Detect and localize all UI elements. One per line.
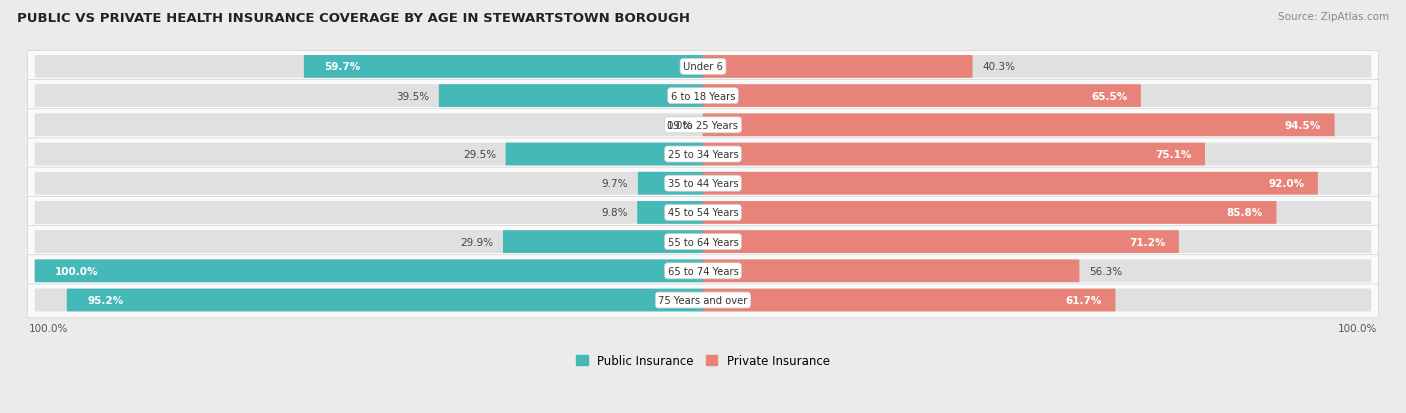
Text: 0.0%: 0.0% [666,121,693,131]
Text: 75 Years and over: 75 Years and over [658,295,748,305]
Text: 100.0%: 100.0% [1339,324,1378,334]
FancyBboxPatch shape [35,231,703,254]
Text: 9.8%: 9.8% [600,208,627,218]
FancyBboxPatch shape [27,284,1379,318]
FancyBboxPatch shape [703,289,1115,312]
FancyBboxPatch shape [703,114,1371,137]
Text: 6 to 18 Years: 6 to 18 Years [671,91,735,101]
FancyBboxPatch shape [703,172,1317,195]
FancyBboxPatch shape [27,168,1379,202]
FancyBboxPatch shape [703,114,1334,137]
Text: 40.3%: 40.3% [983,62,1015,72]
FancyBboxPatch shape [27,109,1379,143]
FancyBboxPatch shape [35,172,703,195]
FancyBboxPatch shape [35,202,703,224]
FancyBboxPatch shape [27,226,1379,260]
FancyBboxPatch shape [703,202,1277,224]
FancyBboxPatch shape [503,231,703,254]
FancyBboxPatch shape [35,260,703,282]
Text: 35 to 44 Years: 35 to 44 Years [668,179,738,189]
FancyBboxPatch shape [35,143,703,166]
Text: 100.0%: 100.0% [55,266,98,276]
FancyBboxPatch shape [703,231,1178,254]
FancyBboxPatch shape [638,172,703,195]
FancyBboxPatch shape [703,143,1205,166]
FancyBboxPatch shape [35,260,703,282]
FancyBboxPatch shape [27,81,1379,114]
Legend: Public Insurance, Private Insurance: Public Insurance, Private Insurance [571,350,835,372]
Text: 56.3%: 56.3% [1090,266,1122,276]
Text: 9.7%: 9.7% [602,179,628,189]
FancyBboxPatch shape [703,85,1371,108]
FancyBboxPatch shape [703,85,1140,108]
Text: 71.2%: 71.2% [1129,237,1166,247]
FancyBboxPatch shape [439,85,703,108]
Text: 92.0%: 92.0% [1268,179,1305,189]
FancyBboxPatch shape [27,197,1379,231]
Text: 19 to 25 Years: 19 to 25 Years [668,121,738,131]
Text: 29.9%: 29.9% [460,237,494,247]
Text: 45 to 54 Years: 45 to 54 Years [668,208,738,218]
FancyBboxPatch shape [35,289,703,312]
Text: 39.5%: 39.5% [396,91,429,101]
FancyBboxPatch shape [304,56,703,78]
FancyBboxPatch shape [703,231,1371,254]
FancyBboxPatch shape [27,51,1379,85]
FancyBboxPatch shape [35,85,703,108]
FancyBboxPatch shape [703,260,1371,282]
FancyBboxPatch shape [703,143,1371,166]
Text: 94.5%: 94.5% [1285,121,1320,131]
FancyBboxPatch shape [506,143,703,166]
Text: 61.7%: 61.7% [1066,295,1102,305]
Text: 59.7%: 59.7% [325,62,360,72]
FancyBboxPatch shape [66,289,703,312]
FancyBboxPatch shape [703,56,1371,78]
FancyBboxPatch shape [703,56,973,78]
Text: 25 to 34 Years: 25 to 34 Years [668,150,738,160]
FancyBboxPatch shape [35,56,703,78]
FancyBboxPatch shape [703,202,1371,224]
Text: 100.0%: 100.0% [28,324,67,334]
Text: PUBLIC VS PRIVATE HEALTH INSURANCE COVERAGE BY AGE IN STEWARTSTOWN BOROUGH: PUBLIC VS PRIVATE HEALTH INSURANCE COVER… [17,12,690,25]
Text: 65 to 74 Years: 65 to 74 Years [668,266,738,276]
Text: 85.8%: 85.8% [1226,208,1263,218]
Text: 75.1%: 75.1% [1154,150,1191,160]
Text: 65.5%: 65.5% [1091,91,1128,101]
FancyBboxPatch shape [27,255,1379,289]
Text: 95.2%: 95.2% [87,295,124,305]
FancyBboxPatch shape [35,114,703,137]
FancyBboxPatch shape [637,202,703,224]
FancyBboxPatch shape [703,172,1371,195]
FancyBboxPatch shape [27,139,1379,173]
Text: 29.5%: 29.5% [463,150,496,160]
Text: 55 to 64 Years: 55 to 64 Years [668,237,738,247]
FancyBboxPatch shape [703,260,1080,282]
FancyBboxPatch shape [703,289,1371,312]
Text: Source: ZipAtlas.com: Source: ZipAtlas.com [1278,12,1389,22]
Text: Under 6: Under 6 [683,62,723,72]
